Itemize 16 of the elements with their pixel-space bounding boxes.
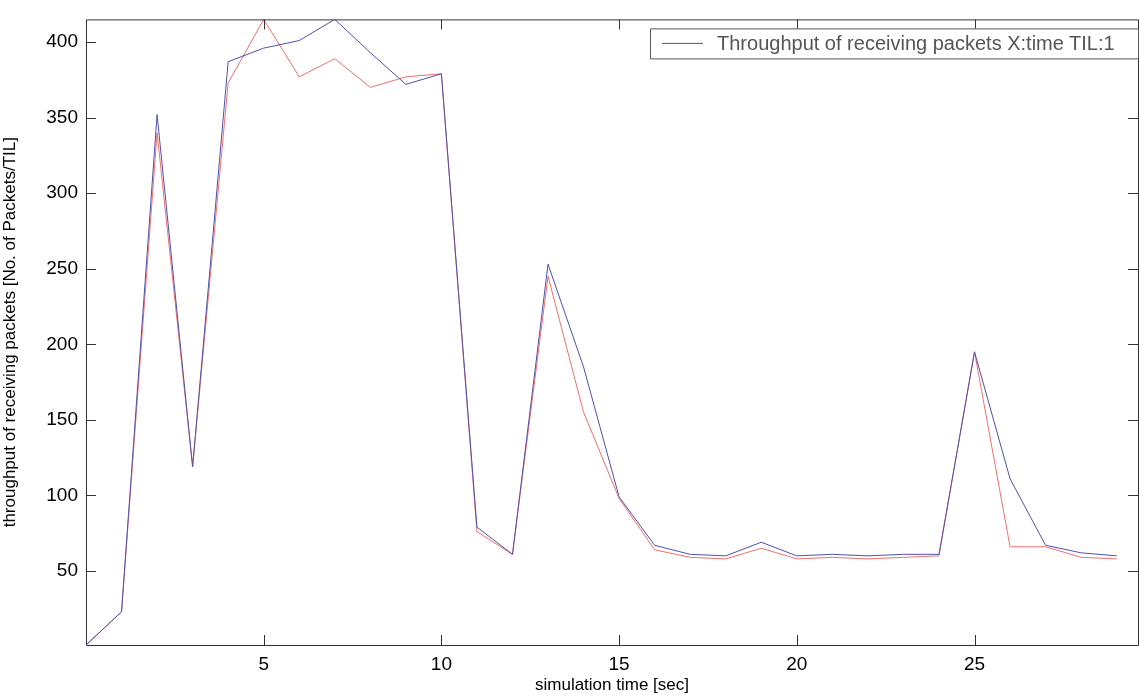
- x-tick-label: 5: [258, 652, 269, 674]
- y-tick-label: 400: [46, 30, 78, 52]
- y-tick-label: 100: [46, 483, 78, 505]
- y-axis-title: throughput of receiving packets [No. of Packets/TIL]: [0, 137, 19, 528]
- x-tick-label: 15: [608, 652, 630, 674]
- x-tick-label: 25: [963, 652, 986, 674]
- x-tick-label: 20: [786, 652, 808, 674]
- y-tick-label: 200: [46, 332, 78, 354]
- x-tick-label: 10: [430, 652, 452, 674]
- y-tick-label: 150: [46, 408, 78, 430]
- y-tick-label: 300: [46, 181, 78, 203]
- legend-label: Throughput of receiving packets X:time TIL:1: [717, 31, 1115, 54]
- y-tick-label: 50: [56, 559, 78, 581]
- x-axis-title: simulation time [sec]: [535, 675, 689, 695]
- y-tick-label: 250: [46, 256, 78, 278]
- y-tick-label: 350: [46, 105, 78, 127]
